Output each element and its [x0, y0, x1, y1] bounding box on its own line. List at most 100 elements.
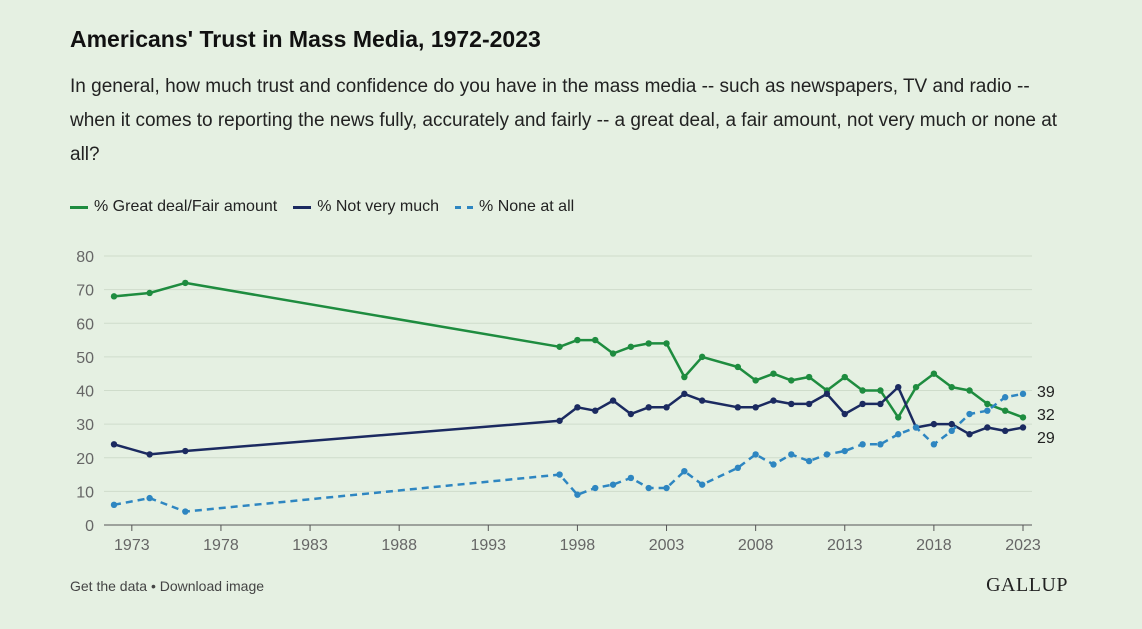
gallup-logo: GALLUP	[986, 574, 1068, 596]
x-tick-label: 1983	[292, 537, 328, 554]
data-point-not-very-much	[110, 441, 118, 448]
data-point-not-very-much	[823, 390, 831, 398]
data-point-not-very-much	[574, 404, 581, 411]
data-point-none-at-all	[146, 494, 153, 502]
data-point-not-very-much	[609, 397, 617, 404]
data-point-great-deal	[805, 373, 813, 381]
x-tick-label: 1988	[381, 537, 417, 554]
end-label-great-deal: 32	[1037, 407, 1055, 424]
data-point-none-at-all	[877, 441, 884, 448]
series-line-none-at-all	[113, 392, 1024, 513]
data-point-not-very-much	[663, 404, 670, 411]
data-point-none-at-all	[788, 451, 795, 458]
data-point-not-very-much	[592, 407, 599, 414]
data-point-great-deal	[859, 387, 866, 394]
chart-title: Americans' Trust in Mass Media, 1972-202…	[70, 26, 541, 52]
data-point-great-deal	[948, 383, 955, 391]
legend-label-none-at-all: % None at all	[479, 198, 575, 215]
chart-legend: % Great deal/Fair amount % Not very much…	[70, 198, 574, 216]
data-point-great-deal	[788, 377, 795, 384]
data-point-none-at-all	[645, 484, 652, 492]
download-image-link[interactable]: Download image	[159, 578, 265, 594]
y-tick-label: 10	[76, 484, 94, 501]
data-point-not-very-much	[698, 397, 706, 404]
x-tick-label: 1993	[470, 537, 506, 554]
data-point-great-deal	[770, 370, 777, 377]
data-point-none-at-all	[841, 447, 848, 455]
y-tick-label: 30	[76, 417, 94, 434]
legend-label-great-deal: % Great deal/Fair amount	[94, 198, 278, 215]
data-point-not-very-much	[627, 410, 635, 418]
data-point-none-at-all	[182, 508, 189, 515]
x-tick-label: 1973	[114, 537, 150, 554]
x-tick-label: 2003	[649, 537, 685, 554]
data-point-none-at-all	[592, 484, 599, 492]
data-point-great-deal	[966, 387, 973, 394]
data-point-none-at-all	[627, 474, 635, 482]
y-tick-label: 60	[76, 316, 94, 333]
y-tick-label: 20	[76, 451, 94, 468]
y-tick-label: 50	[76, 350, 94, 367]
data-point-not-very-much	[182, 447, 189, 455]
data-point-none-at-all	[574, 491, 581, 498]
data-point-great-deal	[627, 343, 635, 350]
data-point-great-deal	[592, 336, 599, 344]
data-point-not-very-much	[1001, 427, 1009, 435]
data-point-great-deal	[182, 279, 189, 287]
data-point-great-deal	[609, 350, 617, 357]
data-point-not-very-much	[877, 400, 884, 408]
y-tick-label: 0	[85, 518, 94, 535]
data-point-great-deal	[734, 363, 742, 371]
data-point-great-deal	[752, 377, 759, 384]
data-point-not-very-much	[930, 420, 938, 428]
y-tick-label: 70	[76, 283, 94, 300]
data-point-none-at-all	[770, 461, 777, 468]
data-point-great-deal	[895, 414, 902, 421]
x-tick-label: 1998	[560, 537, 596, 554]
x-tick-label: 2008	[738, 537, 774, 554]
legend-item-great-deal: % Great deal/Fair amount	[70, 198, 277, 216]
legend-swatch-none-at-all	[455, 205, 474, 209]
x-tick-label: 2013	[827, 537, 863, 554]
data-point-none-at-all	[110, 501, 118, 509]
data-point-not-very-much	[770, 397, 777, 404]
data-point-none-at-all	[966, 410, 973, 418]
data-point-not-very-much	[948, 420, 955, 428]
data-point-not-very-much	[645, 404, 652, 411]
data-point-not-very-much	[895, 383, 902, 391]
data-point-great-deal	[574, 336, 581, 344]
data-point-not-very-much	[752, 404, 759, 411]
get-data-link[interactable]: Get the data	[70, 578, 148, 594]
data-point-great-deal	[146, 289, 153, 297]
data-point-not-very-much	[966, 431, 973, 438]
data-point-great-deal	[877, 387, 884, 394]
y-tick-label: 40	[76, 384, 94, 401]
data-point-great-deal	[841, 373, 848, 381]
data-point-great-deal	[663, 340, 670, 347]
data-point-not-very-much	[734, 404, 742, 411]
data-point-none-at-all	[912, 424, 920, 431]
data-point-not-very-much	[1019, 424, 1027, 431]
x-tick-label: 1978	[203, 537, 239, 554]
data-point-not-very-much	[681, 390, 688, 398]
data-point-not-very-much	[146, 451, 153, 458]
data-point-none-at-all	[681, 468, 688, 475]
data-point-none-at-all	[1001, 394, 1009, 401]
data-point-none-at-all	[698, 481, 706, 488]
data-point-none-at-all	[805, 457, 813, 465]
series-line-not-very-much	[113, 385, 1024, 456]
legend-label-not-very-much: % Not very much	[317, 198, 440, 215]
data-point-great-deal	[912, 383, 920, 391]
data-point-great-deal	[930, 370, 938, 377]
legend-swatch-great-deal	[70, 205, 88, 209]
data-point-great-deal	[1019, 414, 1027, 421]
data-point-not-very-much	[984, 424, 991, 431]
data-point-none-at-all	[752, 451, 759, 458]
data-point-none-at-all	[663, 484, 670, 492]
legend-swatch-not-very-much	[293, 205, 312, 209]
data-point-great-deal	[984, 400, 991, 408]
legend-item-none-at-all: % None at all	[455, 198, 574, 216]
data-point-not-very-much	[556, 417, 563, 424]
end-label-not-very-much: 29	[1037, 430, 1055, 447]
data-point-none-at-all	[1019, 390, 1027, 398]
